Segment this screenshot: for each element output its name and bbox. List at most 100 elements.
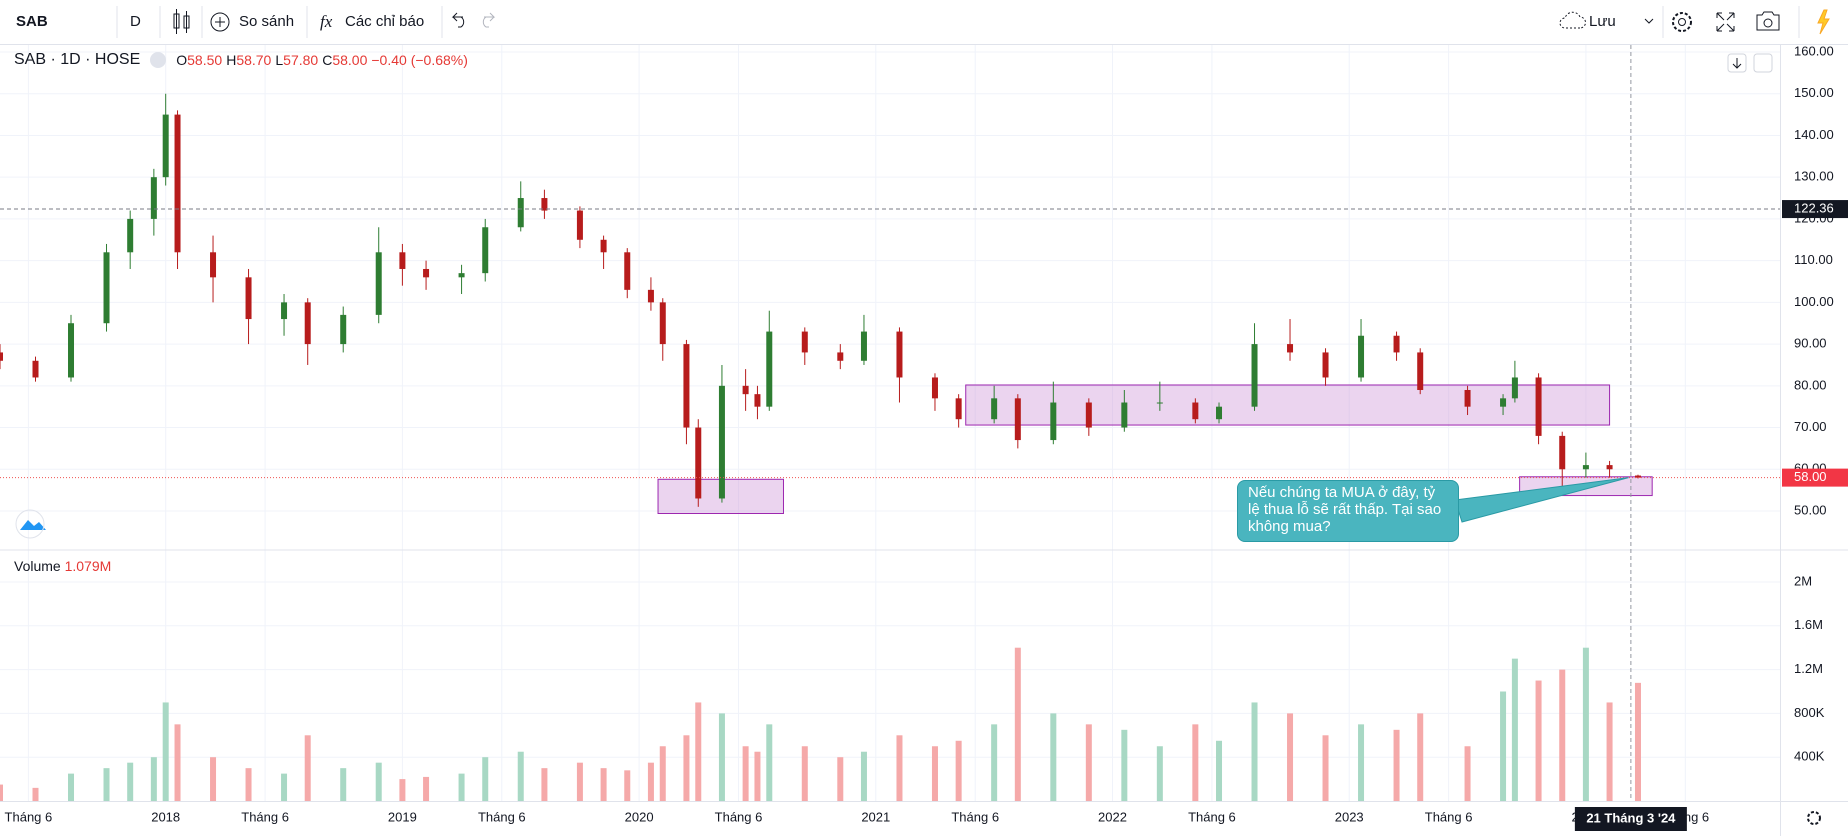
v-tick-label: 1.2M <box>1794 661 1823 676</box>
volume-bar <box>0 784 3 801</box>
x-tick-label: Tháng 6 <box>951 809 999 824</box>
x-tick-label: Tháng 6 <box>241 809 289 824</box>
candle-body <box>304 302 311 345</box>
candle-body <box>127 218 134 253</box>
candle-body <box>245 277 252 320</box>
settings[interactable] <box>1672 12 1692 32</box>
callout[interactable]: Nếu chúng ta MUA ở đây, tỷ lệ thua lỗ sẽ… <box>1237 480 1459 542</box>
volume-bar <box>150 757 157 801</box>
save-menu[interactable] <box>1644 18 1654 24</box>
save[interactable]: Lưu <box>1589 13 1616 30</box>
volume-bar <box>32 787 39 801</box>
volume-title: Volume <box>14 558 61 574</box>
volume-bar <box>174 724 181 801</box>
candle-body <box>1582 465 1589 470</box>
volume-bar <box>955 740 962 801</box>
volume-bar <box>1511 658 1518 801</box>
volume-bar <box>103 768 110 801</box>
volume-bar <box>931 746 938 801</box>
axis-settings[interactable] <box>1807 811 1821 825</box>
volume-bar <box>162 702 169 801</box>
crosshair-label: 21 Tháng 3 '24 <box>1586 810 1676 825</box>
candle-body <box>1192 402 1199 420</box>
candle-body <box>1535 377 1542 436</box>
redo[interactable] <box>482 12 496 28</box>
v-tick-label: 1.6M <box>1794 617 1823 632</box>
candle-body <box>281 302 288 320</box>
candle-body <box>1121 402 1128 428</box>
x-tick-label: Tháng 6 <box>1425 809 1473 824</box>
volume-bar <box>1156 746 1163 801</box>
indicators[interactable]: Các chỉ báo <box>345 13 424 30</box>
volume-bar <box>210 757 217 801</box>
symbol[interactable]: SAB <box>16 13 48 30</box>
chart-type-icon[interactable] <box>173 9 190 34</box>
v-tick-label: 800K <box>1794 705 1825 720</box>
volume-bar <box>281 773 288 801</box>
volume-bar <box>647 762 654 801</box>
volume-bar <box>1417 713 1424 801</box>
volume-bar <box>576 762 583 801</box>
candle-body <box>931 377 938 399</box>
cloud-icon[interactable] <box>1559 11 1586 29</box>
volume-bar <box>482 757 489 801</box>
screenshot <box>1763 18 1773 28</box>
legend-toggle[interactable] <box>150 52 167 68</box>
screenshot[interactable] <box>1756 11 1780 31</box>
logo <box>15 509 45 539</box>
candle-body <box>1634 475 1641 478</box>
legend: SAB · 1D · HOSE O58.50 H58.70 L57.80 C58… <box>14 51 468 69</box>
compare[interactable]: So sánh <box>239 13 294 30</box>
candle-body <box>1511 377 1518 399</box>
candle-body <box>1156 402 1163 404</box>
volume-bar <box>1014 647 1021 801</box>
o-label: O <box>176 52 188 68</box>
volume-bar <box>304 735 311 801</box>
x-tick-label: Tháng 6 <box>5 809 53 824</box>
volume-bar <box>1535 680 1542 801</box>
undo[interactable] <box>451 12 465 28</box>
fullscreen[interactable] <box>1716 12 1735 32</box>
candle-body <box>541 198 548 211</box>
volume-bar <box>1559 669 1566 801</box>
x-tick-label: 2020 <box>625 809 654 824</box>
candle-body <box>458 273 465 278</box>
candle-body <box>1050 402 1057 441</box>
c-label: C <box>322 52 333 68</box>
volume-bar <box>1393 729 1400 801</box>
volume-bar <box>754 751 761 801</box>
candle-body <box>576 210 583 240</box>
x-tick-label: Tháng 6 <box>715 809 763 824</box>
candle-body <box>659 302 666 345</box>
candle-body <box>210 252 217 278</box>
compare-icon[interactable] <box>210 12 230 32</box>
candle-body <box>482 227 489 274</box>
y-tick-label: 160.00 <box>1794 43 1834 58</box>
candle-body <box>801 331 808 353</box>
candle-body <box>1216 406 1223 420</box>
volume-bar <box>837 757 844 801</box>
volume-bar <box>624 770 631 801</box>
l: 57.80 <box>283 52 319 68</box>
l-label: L <box>275 52 284 68</box>
alert-icon[interactable] <box>1817 9 1830 35</box>
interval[interactable]: D <box>130 13 141 30</box>
legend-title: SAB · 1D · HOSE <box>14 51 141 68</box>
volume-bar <box>742 746 749 801</box>
y-tick-label: 70.00 <box>1794 419 1827 434</box>
candle-body <box>162 114 169 178</box>
settings <box>1678 18 1686 26</box>
volume-bar <box>1050 713 1057 801</box>
y-tick-label: 80.00 <box>1794 377 1827 392</box>
candle-body <box>399 252 406 269</box>
fx-icon[interactable]: fx <box>320 12 333 31</box>
volume-bar <box>801 746 808 801</box>
candle-body <box>423 268 430 278</box>
candle-body <box>718 385 725 499</box>
reset-btn[interactable] <box>1753 53 1773 73</box>
change: −0.40 (−0.68%) <box>371 52 468 68</box>
candle-body <box>766 331 773 407</box>
compare-icon <box>215 17 225 27</box>
y-tick-label: 110.00 <box>1794 252 1833 267</box>
candle-body <box>837 352 844 361</box>
